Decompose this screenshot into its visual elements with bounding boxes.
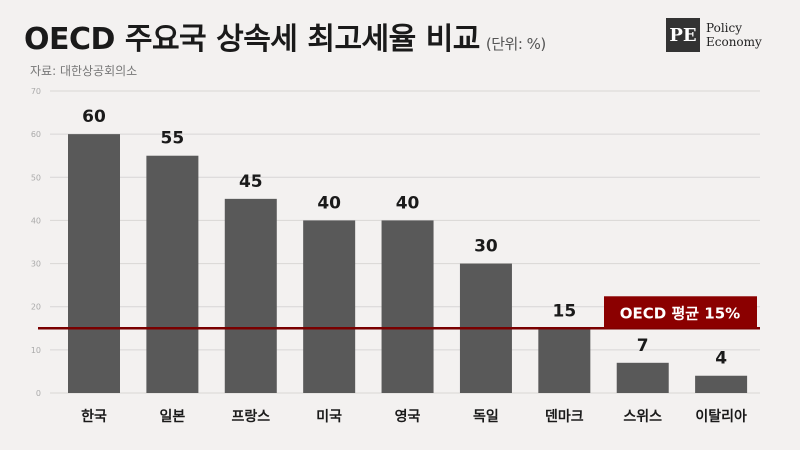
chart-title-text: OECD 주요국 상속세 최고세율 비교: [24, 22, 480, 57]
value-label: 55: [161, 129, 185, 149]
category-label: 프랑스: [231, 409, 270, 425]
category-label: 독일: [473, 409, 499, 425]
bar: [538, 328, 591, 393]
logo-mark-icon: PE: [666, 18, 700, 52]
y-tick-label: 50: [31, 173, 41, 182]
average-label: OECD 평균 15%: [620, 304, 740, 322]
category-label: 일본: [160, 409, 186, 425]
value-label: 40: [396, 193, 420, 213]
category-label: 이탈리아: [695, 408, 747, 425]
y-tick-label: 0: [36, 389, 41, 398]
value-label: 4: [715, 349, 727, 369]
logo-line2: Economy: [706, 35, 762, 49]
bar: [303, 220, 356, 393]
category-label: 스위스: [623, 409, 662, 425]
source-label: 자료: 대한상공회의소: [30, 64, 138, 78]
value-label: 45: [239, 172, 263, 192]
bar: [68, 134, 120, 393]
logo-text: Policy Economy: [706, 21, 762, 49]
logo-line1: Policy: [706, 21, 742, 35]
bar: [146, 155, 199, 393]
bar: [381, 220, 434, 393]
bar: [224, 198, 277, 393]
category-label: 한국: [81, 409, 107, 425]
chart-title: OECD 주요국 상속세 최고세율 비교 (단위: %): [24, 14, 546, 58]
value-label: 7: [637, 336, 649, 356]
y-tick-label: 70: [31, 87, 41, 96]
y-tick-label: 60: [31, 130, 41, 139]
y-tick-label: 30: [31, 260, 41, 269]
policy-economy-logo: PE Policy Economy: [666, 18, 762, 52]
bar: [616, 362, 669, 393]
value-label: 30: [474, 237, 498, 257]
value-label: 15: [552, 301, 576, 321]
y-tick-label: 20: [31, 303, 41, 312]
y-tick-label: 10: [31, 346, 41, 355]
y-tick-label: 40: [31, 216, 41, 225]
unit-label: (단위: %): [485, 35, 546, 53]
value-label: 40: [317, 193, 341, 213]
average-label-box: [604, 296, 757, 329]
bar: [695, 375, 748, 393]
value-label: 60: [82, 107, 106, 127]
category-label: 영국: [395, 408, 421, 425]
category-label: 미국: [316, 409, 342, 425]
category-label: 덴마크: [545, 409, 584, 425]
